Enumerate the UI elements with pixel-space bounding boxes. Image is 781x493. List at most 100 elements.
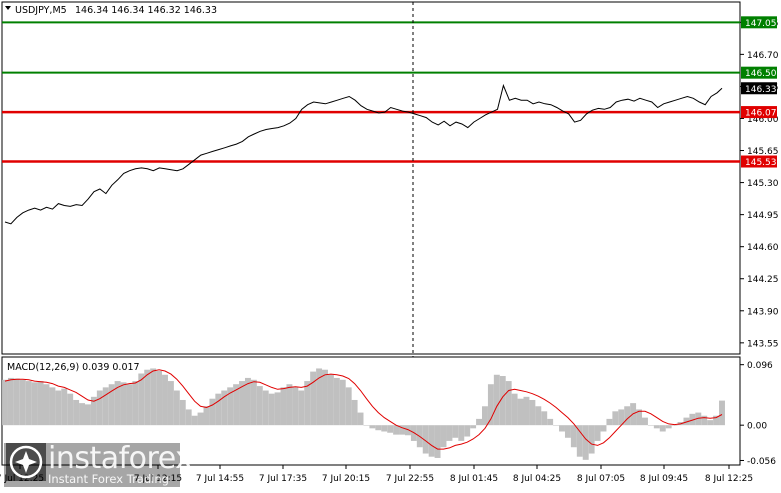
macd-bar (594, 425, 601, 441)
brand-backdrop (4, 443, 180, 487)
macd-bar (268, 393, 275, 426)
ohlc-readout: 146.34 146.34 146.32 146.33 (75, 5, 217, 16)
macd-bar (138, 373, 145, 426)
price-level-tag-label: 146.50 (745, 69, 777, 79)
macd-bar (2, 379, 8, 426)
macd-bar (719, 400, 725, 426)
macd-bar (428, 425, 435, 457)
time-tick-label: 7 Jul 14:55 (196, 474, 244, 484)
macd-bar (713, 415, 720, 426)
price-tick-label: 144.25 (747, 275, 779, 285)
chart-header: USDJPY,M5 146.34 146.34 146.32 146.33 (5, 5, 217, 16)
macd-bar (363, 425, 370, 426)
price-level-tag (741, 66, 777, 79)
macd-bar (452, 425, 459, 438)
macd-bar (624, 406, 631, 426)
price-tick-label: 145.30 (747, 179, 779, 189)
macd-bar (553, 425, 560, 426)
macd-bar (333, 377, 340, 426)
macd-bar (310, 371, 317, 426)
macd-bar (339, 379, 346, 426)
macd-tick-label: 0.00 (747, 422, 767, 432)
macd-bar (547, 418, 554, 426)
macd-bar (422, 425, 429, 454)
macd-bar (653, 425, 660, 429)
price-tick-label: 144.95 (747, 211, 779, 221)
macd-bar (173, 390, 180, 426)
time-tick-label: 8 Jul 07:05 (577, 474, 625, 484)
macd-bar (250, 379, 257, 426)
price-tick-label: 143.90 (747, 307, 779, 317)
macd-bar (67, 393, 74, 426)
macd-bar (286, 384, 293, 426)
macd-bar (96, 390, 103, 426)
macd-bar (102, 387, 109, 426)
macd-bar (227, 387, 234, 426)
macd-bar (7, 377, 14, 426)
price-tick-label: 144.60 (747, 243, 779, 253)
macd-bar (381, 425, 388, 432)
time-tick-label: 7 Jul 12:15 (134, 474, 182, 484)
price-level-tag-label: 146.07 (745, 109, 777, 119)
macd-bar (162, 374, 168, 426)
macd-bar (185, 409, 192, 426)
macd-bar (505, 381, 512, 426)
macd-bar (375, 425, 382, 431)
macd-bar (262, 390, 269, 426)
macd-bar (564, 425, 571, 438)
macd-bar (298, 390, 305, 426)
macd-bar (482, 406, 488, 426)
macd-bar (25, 381, 32, 426)
price-series-line (4, 83, 723, 225)
price-level-tag (741, 155, 777, 168)
macd-bar (446, 425, 453, 441)
macd-bar (600, 425, 607, 432)
macd-bar (126, 384, 133, 426)
macd-bar (683, 417, 690, 426)
macd-bar (493, 374, 500, 426)
macd-bar (701, 415, 708, 426)
price-tick-label: 145.65 (747, 147, 779, 157)
macd-bar (470, 425, 477, 429)
macd-signal-line (4, 369, 723, 450)
macd-bar (369, 425, 376, 429)
macd-bar (529, 399, 536, 426)
macd-bar (31, 382, 38, 426)
symbol-title: USDJPY,M5 (15, 5, 67, 16)
macd-bar (280, 387, 287, 426)
macd-bar (511, 393, 518, 426)
macd-bar (636, 409, 643, 426)
macd-bar (541, 411, 548, 426)
macd-bar (434, 425, 441, 458)
macd-bar (191, 415, 198, 426)
macd-bar (244, 377, 251, 426)
collapse-arrow-icon[interactable] (5, 6, 11, 10)
macd-bar (351, 399, 358, 426)
macd-bar (576, 425, 583, 457)
macd-bar (292, 387, 299, 426)
price-tick-label: 146.70 (747, 51, 779, 61)
macd-bar (90, 396, 97, 426)
macd-bar (387, 425, 394, 433)
macd-bar (707, 420, 714, 426)
macd-bar (357, 412, 364, 426)
macd-bar (144, 369, 151, 426)
price-panel: 147.05146.70146.35146.00145.65145.30144.… (1, 1, 779, 465)
macd-panel: 0.096 0.00 -0.056 MACD(12,26,9) 0.039 0.01… (1, 356, 776, 467)
macd-bar (114, 381, 121, 426)
macd-bar (582, 425, 589, 460)
macd-bar (399, 425, 405, 435)
macd-y-axis: 0.096 0.00 -0.056 (740, 361, 776, 467)
macd-bar (642, 417, 648, 426)
macd-bar (274, 392, 281, 426)
macd-bar (659, 425, 666, 432)
macd-bar (487, 384, 494, 426)
macd-bar (316, 368, 323, 426)
macd-bar (79, 403, 85, 426)
macd-bar (167, 381, 174, 426)
macd-bar (55, 390, 62, 426)
macd-bar (327, 374, 334, 426)
time-tick-label: 8 Jul 04:25 (513, 474, 561, 484)
macd-title: MACD(12,26,9) 0.039 0.017 (7, 362, 140, 373)
